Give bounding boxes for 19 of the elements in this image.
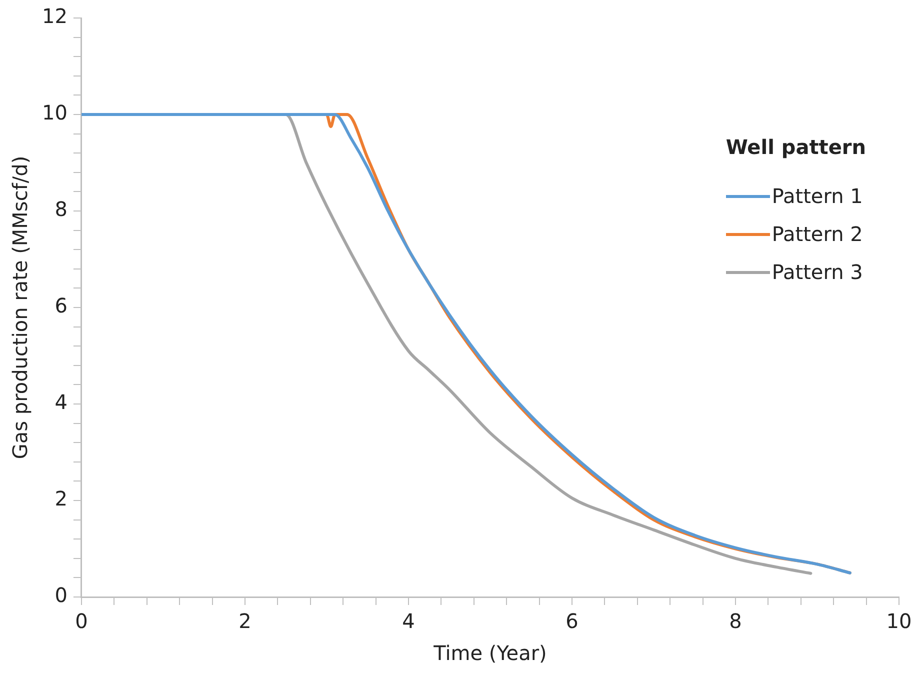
y-tick-label: 6 — [54, 294, 68, 318]
y-tick-label: 10 — [42, 100, 68, 125]
y-tick-label: 2 — [54, 486, 68, 511]
x-tick-label: 10 — [886, 609, 912, 634]
x-tick-label: 2 — [238, 609, 252, 634]
legend-title: Well pattern — [726, 135, 866, 159]
y-tick-label: 12 — [42, 4, 68, 28]
x-tick-label: 0 — [75, 609, 88, 634]
legend-label: Pattern 2 — [772, 222, 863, 246]
x-tick-label: 6 — [566, 609, 578, 634]
y-axis-title: Gas production rate (MMscf/d) — [8, 156, 32, 460]
y-tick-label: 4 — [54, 390, 68, 414]
x-tick-label: 8 — [729, 609, 742, 634]
y-tick-label: 8 — [54, 197, 68, 222]
legend-label: Pattern 1 — [772, 184, 863, 208]
legend-label: Pattern 3 — [772, 260, 863, 284]
x-tick-label: 4 — [402, 609, 415, 634]
y-tick-label: 0 — [54, 583, 68, 608]
x-axis-title: Time (Year) — [432, 641, 547, 666]
